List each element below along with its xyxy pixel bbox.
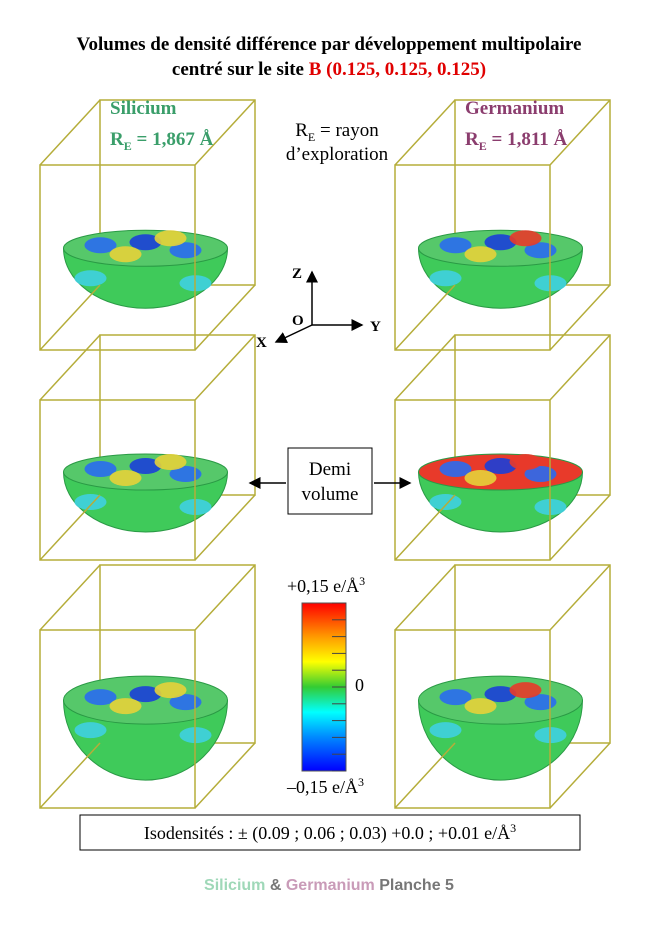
isodensity-sup: 3	[510, 821, 516, 835]
column-name: Germanium	[465, 98, 564, 119]
density-blob	[484, 686, 517, 703]
axis-label: Y	[370, 319, 381, 335]
half-volume-label: Demi	[309, 459, 351, 480]
radius-text: = rayon	[315, 120, 379, 141]
colorbar-zero: 0	[355, 675, 364, 695]
radius-note-line2: d’exploration	[286, 144, 389, 165]
radius-note: RE = rayon	[295, 120, 379, 144]
axes-icon	[274, 270, 364, 343]
cube-edge	[39, 564, 256, 809]
cube-panel	[39, 334, 256, 561]
density-blob	[84, 237, 117, 254]
axis-label: Z	[292, 266, 302, 282]
radius-subscript: E	[124, 139, 132, 153]
density-blob	[464, 698, 497, 715]
colorbar-ticks	[332, 602, 346, 772]
density-blob	[109, 470, 142, 486]
isodensity-box	[79, 814, 581, 851]
cube-panel	[394, 564, 611, 809]
density-blob	[74, 722, 107, 739]
title-line2: centré sur le site B (0.125, 0.125, 0.12…	[172, 59, 486, 80]
title-prefix: centré sur le site	[172, 59, 309, 80]
axis-label: X	[256, 335, 267, 351]
density-blob	[154, 454, 187, 470]
density-blob	[484, 458, 517, 474]
radius-value: = 1,811 Å	[487, 129, 568, 150]
density-blob	[129, 686, 162, 703]
colorbar-min-text: –0,15 e/Å	[286, 777, 358, 797]
isodensity-main: Isodensités : ± (0.09 ; 0.06 ; 0.03) +0.…	[144, 823, 510, 844]
density-blob	[84, 689, 117, 706]
colorbar-min-sup: 3	[358, 775, 364, 789]
radius-value: = 1,867 Å	[132, 129, 214, 150]
cube-panel	[394, 334, 611, 561]
cube-edge	[39, 334, 256, 561]
footer-ge: Germanium	[286, 877, 375, 894]
density-blob	[524, 466, 557, 482]
density-blob	[109, 698, 142, 715]
colorbar-min: –0,15 e/Å3	[286, 775, 364, 797]
footer-amp: &	[265, 877, 285, 894]
density-blob	[169, 466, 202, 482]
cube-edge	[394, 99, 611, 351]
density-blob	[74, 494, 107, 510]
column-radius: RE = 1,867 Å	[110, 129, 214, 153]
cube-panel	[39, 564, 256, 809]
cube-panel	[39, 99, 256, 351]
radius-symbol: R	[110, 129, 124, 150]
density-blob	[509, 454, 542, 470]
radius-subscript: E	[479, 139, 487, 153]
cube-edge	[39, 99, 256, 351]
footer-plate: Planche 5	[375, 877, 454, 894]
density-blob	[439, 461, 472, 477]
density-blob	[129, 458, 162, 474]
density-blob	[169, 694, 202, 711]
footer-si: Silicium	[204, 877, 265, 894]
cube-edge	[394, 334, 611, 561]
density-blob	[129, 234, 162, 251]
density-blob	[429, 722, 462, 739]
colorbar-max-sup: 3	[359, 574, 365, 588]
density-blob	[464, 470, 497, 486]
axis-label: O	[292, 313, 304, 329]
scene	[39, 99, 611, 809]
half-volume-label: volume	[302, 484, 359, 505]
radius-subscript: E	[308, 130, 315, 144]
footer: Silicium & Germanium Planche 5	[204, 877, 454, 894]
density-blob	[524, 242, 557, 259]
colorbar-max-text: +0,15 e/Å	[287, 576, 359, 596]
cube-panel	[394, 99, 611, 351]
density-blob	[439, 689, 472, 706]
density-blob	[74, 270, 107, 287]
radius-symbol: R	[465, 129, 479, 150]
density-blob	[429, 494, 462, 510]
density-blob	[429, 270, 462, 287]
density-blob	[154, 230, 187, 247]
density-blob	[509, 230, 542, 247]
isodensity-text: Isodensités : ± (0.09 ; 0.06 ; 0.03) +0.…	[144, 821, 516, 844]
cube-edge	[394, 564, 611, 809]
density-blob	[464, 246, 497, 263]
density-blob	[484, 234, 517, 251]
density-blob	[509, 682, 542, 699]
column-name: Silicium	[110, 98, 177, 119]
density-blob	[154, 682, 187, 699]
radius-symbol: R	[295, 120, 308, 141]
half-volume-box	[287, 447, 373, 515]
density-blob	[439, 237, 472, 254]
density-blob	[524, 694, 557, 711]
density-blob	[84, 461, 117, 477]
colorbar-max: +0,15 e/Å3	[287, 574, 365, 596]
density-blob	[169, 242, 202, 259]
density-blob	[109, 246, 142, 263]
title-line1: Volumes de densité différence par dévelo…	[77, 34, 582, 55]
title-site: B (0.125, 0.125, 0.125)	[309, 59, 486, 80]
column-radius: RE = 1,811 Å	[465, 129, 568, 153]
